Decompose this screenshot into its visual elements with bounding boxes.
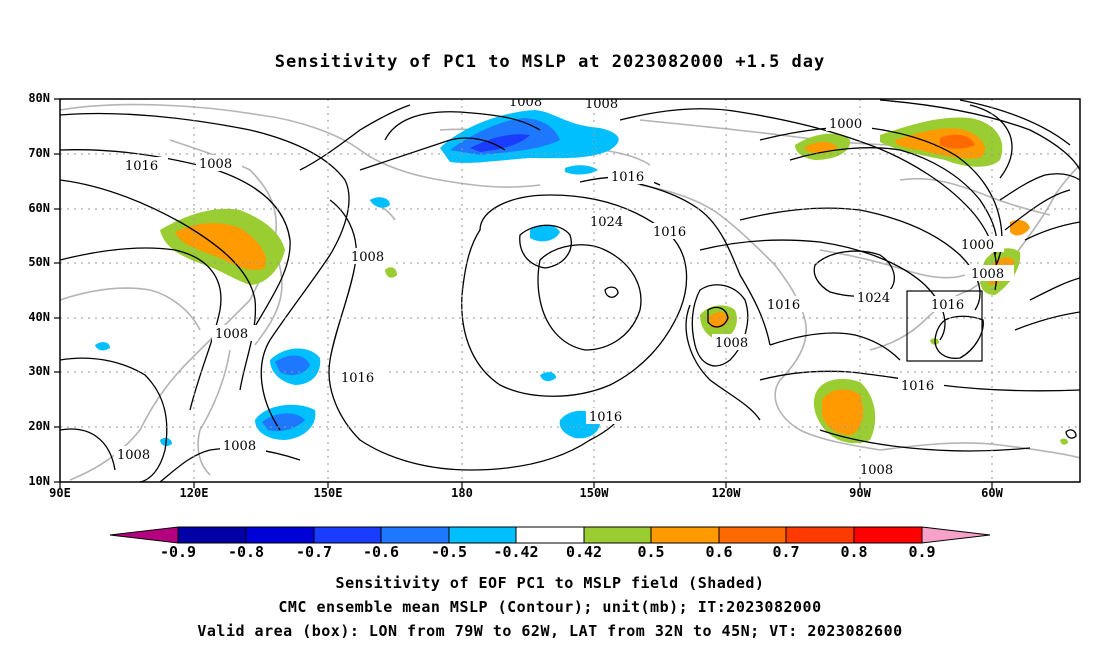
colorbar-label: -0.8: [227, 543, 265, 561]
contour-label: 1008: [199, 157, 232, 172]
contour-label: 1008: [351, 250, 384, 265]
colorbar-upper-extension: [921, 526, 991, 544]
axis-ticks: [54, 98, 993, 488]
colorbar-label: 0.6: [705, 543, 733, 561]
lon-tick-label: 150E: [313, 486, 343, 500]
contour-label: 1024: [857, 291, 890, 306]
lat-tick-label: 30N: [28, 364, 50, 378]
colorbar-label: -0.9: [159, 543, 197, 561]
contour-label: 1024: [590, 215, 623, 230]
contour-label: 1008: [215, 327, 248, 342]
contour-label: 1016: [901, 379, 934, 394]
contour-label: 1016: [611, 170, 644, 185]
colorbar-label: 0.9: [908, 543, 936, 561]
lon-tick-label: 120E: [179, 486, 209, 500]
lat-tick-label: 70N: [28, 146, 50, 160]
colorbar-segment: [380, 526, 450, 544]
colorbar-label: 0.5: [637, 543, 665, 561]
colorbar-label: 0.42: [565, 543, 603, 561]
contour-label: 1016: [767, 298, 800, 313]
lon-tick-label: 90E: [49, 486, 71, 500]
lat-tick-label: 10N: [28, 474, 50, 488]
lon-tick-label: 90W: [849, 486, 871, 500]
figure-title: Sensitivity of PC1 to MSLP at 2023082000…: [274, 52, 826, 72]
sensitivity-shading: [95, 110, 1068, 447]
colorbar-label: -0.5: [430, 543, 468, 561]
lat-tick-label: 50N: [28, 255, 50, 269]
colorbar-label: 0.8: [840, 543, 868, 561]
colorbar-segment: [650, 526, 720, 544]
contour-label: 1008: [585, 97, 618, 112]
colorbar-label: -0.6: [362, 543, 400, 561]
colorbar-label: -0.42: [493, 543, 539, 561]
caption-line-2: CMC ensemble mean MSLP (Contour); unit(m…: [278, 598, 822, 616]
contour-label: 1016: [931, 298, 964, 313]
contour-label: 1008: [860, 463, 893, 478]
contour-label: 1008: [715, 336, 748, 351]
contour-label: 1000: [961, 238, 994, 253]
contour-label: 1008: [117, 448, 150, 463]
valid-area-box: [906, 290, 983, 362]
colorbar-segment: [515, 526, 585, 544]
lon-tick-label: 180: [451, 486, 473, 500]
contour-label: 1016: [341, 371, 374, 386]
colorbar-segment: [245, 526, 315, 544]
lon-tick-label: 150W: [579, 486, 609, 500]
contour-labels: 1008 1008 1016 1008 1016 1024 1016 1000 …: [114, 95, 1014, 478]
caption-line-3: Valid area (box): LON from 79W to 62W, L…: [197, 622, 903, 640]
colorbar-segment: [718, 526, 787, 544]
colorbar-lower-extension: [109, 526, 179, 544]
lon-tick-label: 120W: [711, 486, 741, 500]
contour-label: 1008: [223, 439, 256, 454]
lat-tick-label: 20N: [28, 419, 50, 433]
contour-label: 1000: [829, 117, 862, 132]
colorbar-segment: [448, 526, 517, 544]
colorbar-segment: [785, 526, 855, 544]
colorbar-label: -0.7: [295, 543, 333, 561]
lat-lon-grid: [60, 99, 1080, 482]
map-frame: [59, 98, 1081, 483]
colorbar-segment: [853, 526, 923, 544]
colorbar-segment: [177, 526, 247, 544]
colorbar-segment: [583, 526, 652, 544]
lat-tick-label: 40N: [28, 310, 50, 324]
lat-tick-label: 60N: [28, 201, 50, 215]
lon-tick-label: 60W: [981, 486, 1003, 500]
lat-tick-label: 80N: [28, 91, 50, 105]
contour-label: 1016: [653, 225, 686, 240]
contour-label: 1016: [125, 159, 158, 174]
colorbar-label: 0.7: [772, 543, 800, 561]
colorbar-segment: [313, 526, 382, 544]
caption-line-1: Sensitivity of EOF PC1 to MSLP field (Sh…: [335, 574, 765, 592]
contour-label: 1016: [589, 410, 622, 425]
colorbar: [109, 526, 991, 544]
contour-label: 1008: [971, 267, 1004, 282]
contour-label: 1008: [509, 95, 542, 110]
